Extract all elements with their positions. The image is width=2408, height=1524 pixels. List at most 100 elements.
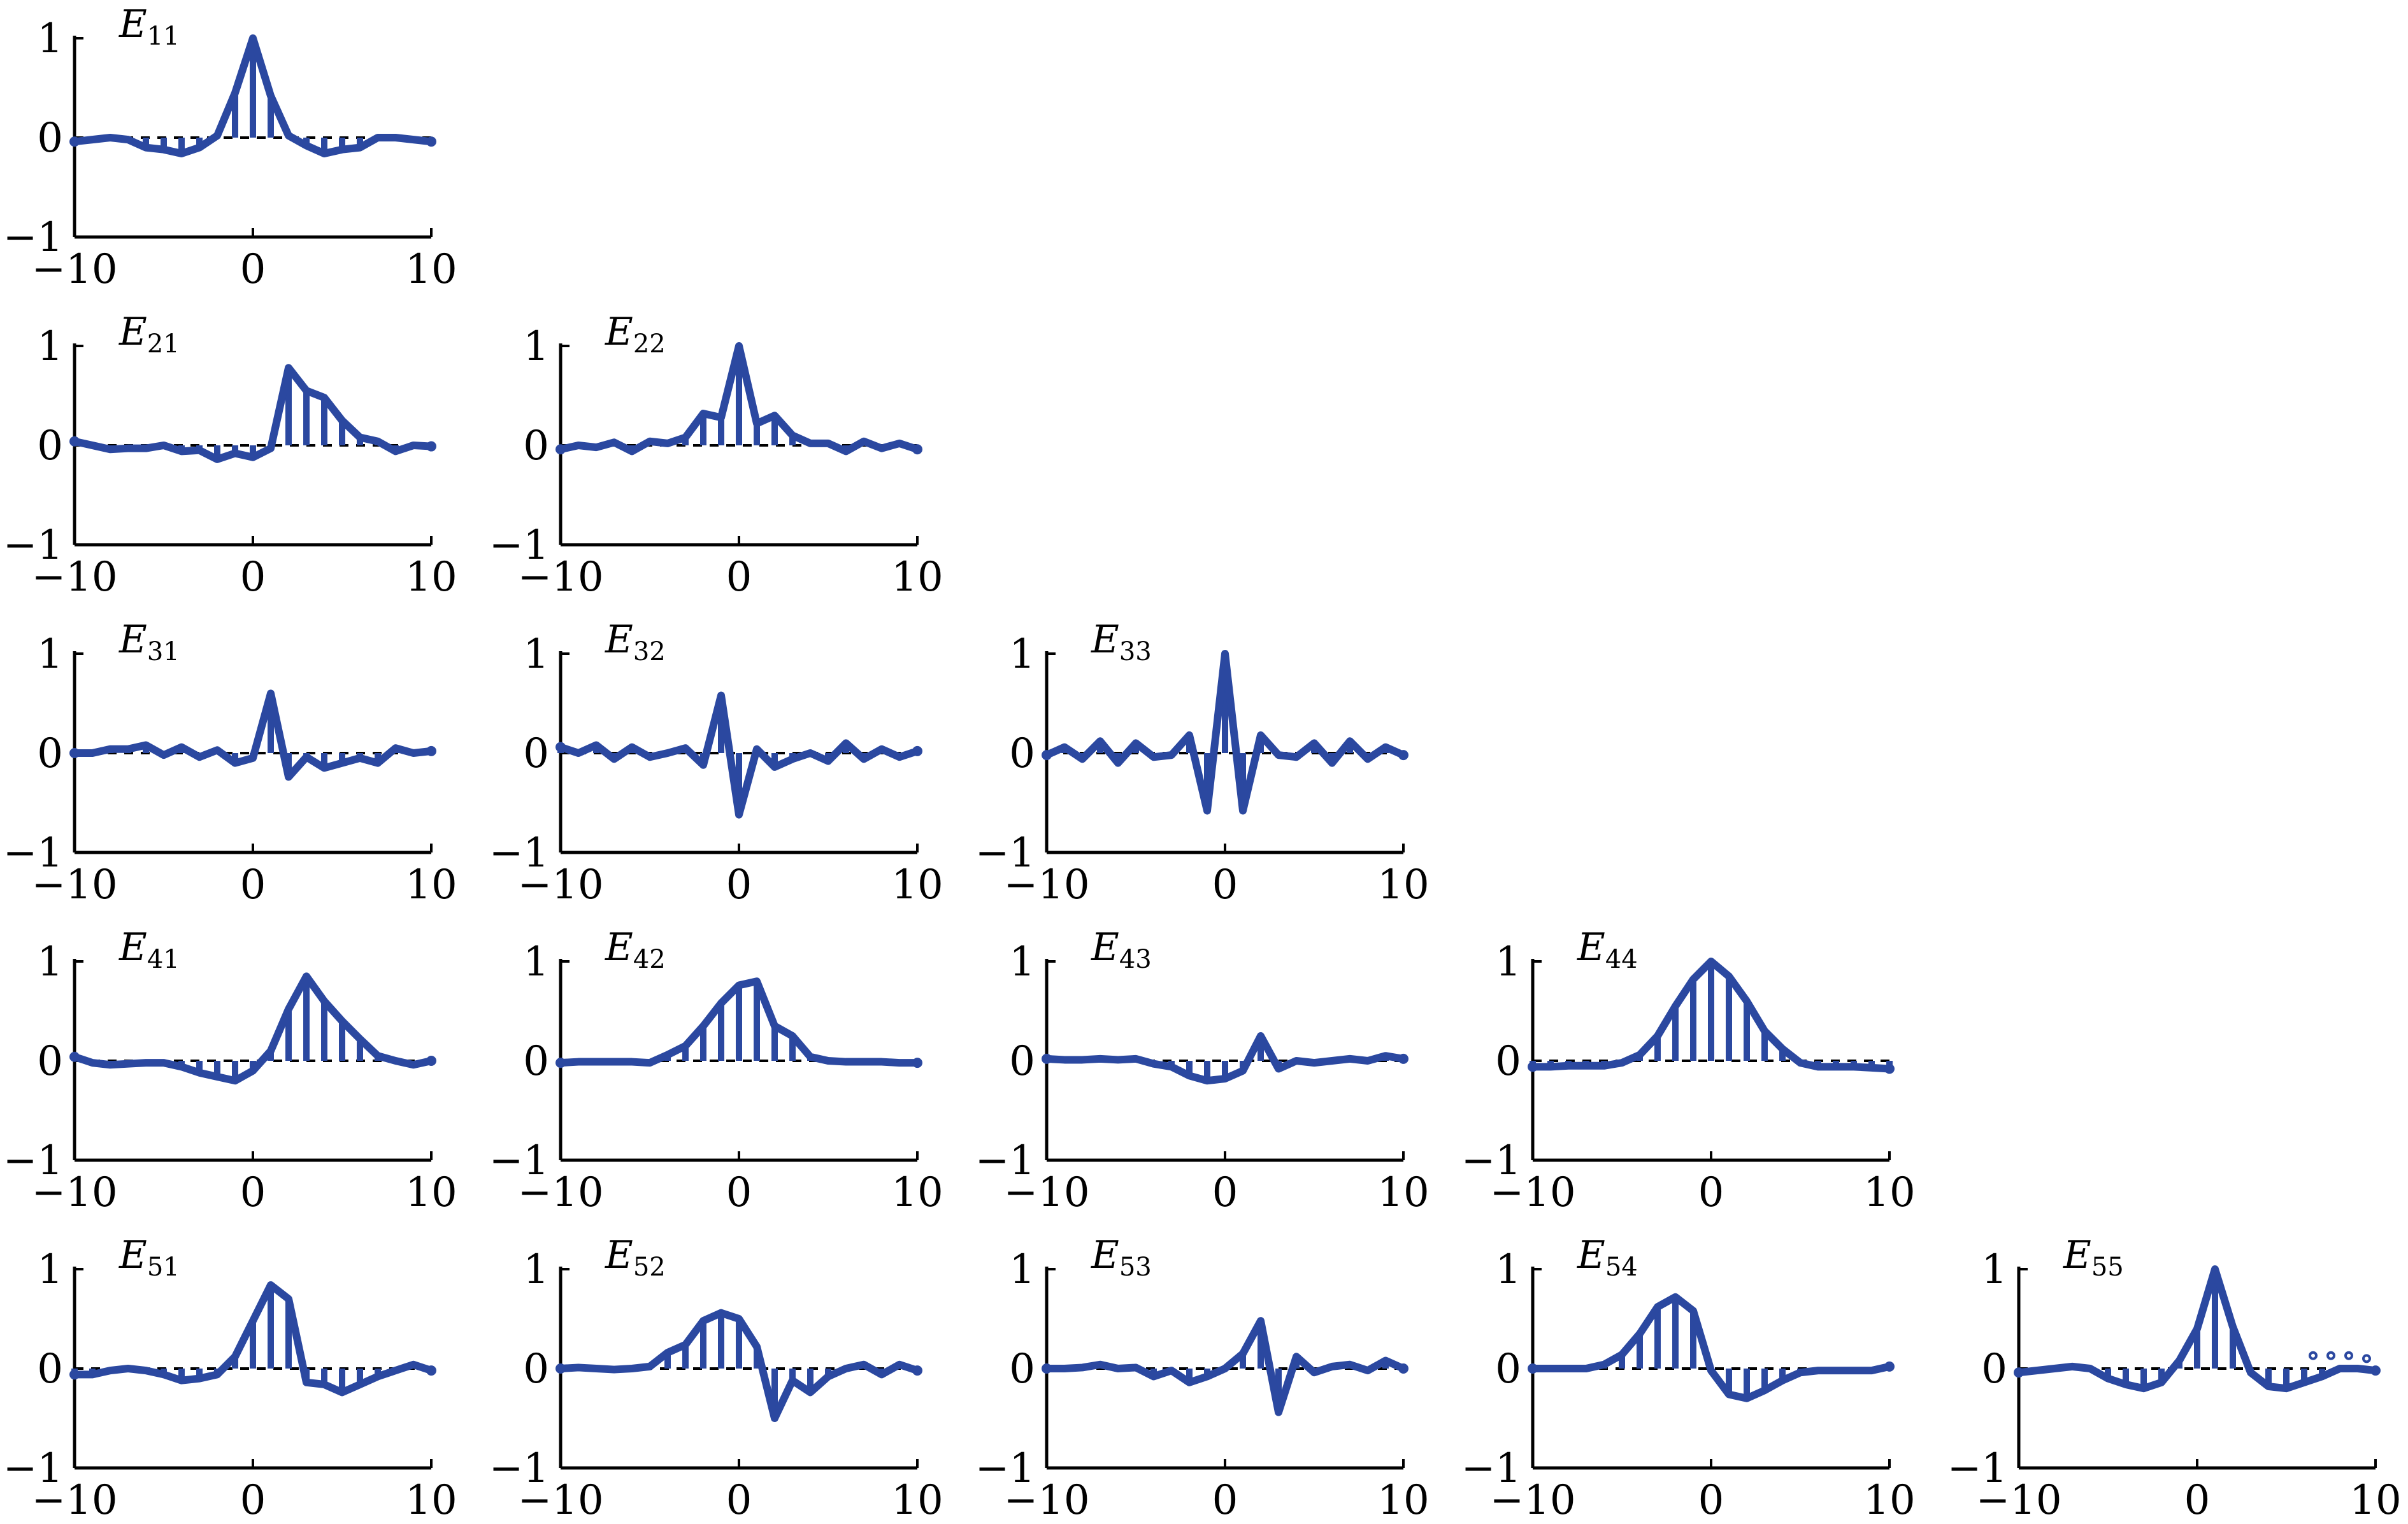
y-tick-label: 0 bbox=[37, 1038, 63, 1085]
panel-title-letter: E bbox=[1091, 925, 1119, 970]
x-tick-label: 10 bbox=[1863, 1169, 1915, 1216]
panel-title-subscript: 31 bbox=[147, 637, 180, 666]
y-tick-label: 1 bbox=[1009, 938, 1035, 986]
panel-title-subscript: 21 bbox=[147, 329, 180, 359]
series-line bbox=[557, 342, 921, 456]
panel-title: E42 bbox=[605, 925, 666, 974]
x-tick-label: −10 bbox=[1489, 1477, 1575, 1524]
y-tick-label: 1 bbox=[523, 323, 549, 370]
series-line bbox=[1529, 958, 1893, 1073]
x-tick-label: 0 bbox=[726, 1169, 752, 1216]
panel-title-subscript: 54 bbox=[1605, 1253, 1638, 1282]
x-tick-label: 10 bbox=[1377, 861, 1429, 909]
x-tick-label: 10 bbox=[405, 1477, 457, 1524]
panel-title-letter: E bbox=[1091, 617, 1119, 662]
series-point bbox=[1398, 1053, 1408, 1064]
series-line bbox=[557, 1309, 921, 1422]
panel-title: E32 bbox=[605, 617, 666, 666]
x-tick-label: 10 bbox=[405, 1169, 457, 1216]
panel-title: E44 bbox=[1577, 925, 1638, 974]
y-tick-label: −1 bbox=[489, 522, 549, 569]
y-tick-label: −1 bbox=[3, 1137, 63, 1184]
series-point bbox=[2014, 1367, 2024, 1378]
panel-title-letter: E bbox=[2063, 1233, 2091, 1277]
y-tick-label: 1 bbox=[1009, 631, 1035, 678]
series-line bbox=[1043, 1317, 1407, 1416]
x-tick-label: 10 bbox=[2349, 1477, 2401, 1524]
y-tick-label: −1 bbox=[975, 830, 1035, 877]
panel-title-letter: E bbox=[118, 1233, 147, 1277]
y-tick-label: 1 bbox=[37, 938, 63, 986]
y-tick-label: 1 bbox=[37, 15, 63, 62]
panel-title: E53 bbox=[1091, 1233, 1152, 1282]
x-tick-label: −10 bbox=[31, 1477, 117, 1524]
series-point bbox=[2370, 1365, 2381, 1376]
continuation-dot bbox=[2326, 1351, 2335, 1360]
panel-title: E41 bbox=[118, 925, 180, 974]
series-line bbox=[1529, 1293, 1893, 1402]
series-point bbox=[912, 1058, 922, 1068]
x-tick-label: 10 bbox=[405, 861, 457, 909]
x-tick-label: 0 bbox=[1212, 861, 1238, 909]
x-tick-label: 0 bbox=[240, 554, 266, 601]
panel-title-letter: E bbox=[118, 617, 147, 662]
x-tick-label: −10 bbox=[1003, 861, 1089, 909]
series-point bbox=[1042, 1363, 1052, 1374]
panel-title-subscript: 53 bbox=[1119, 1253, 1152, 1282]
panel-title-letter: E bbox=[605, 310, 633, 354]
x-tick-label: 10 bbox=[1377, 1169, 1429, 1216]
x-tick-label: 10 bbox=[1377, 1477, 1429, 1524]
y-tick-label: 0 bbox=[523, 1038, 549, 1085]
x-tick-label: 0 bbox=[1212, 1169, 1238, 1216]
y-tick-label: 0 bbox=[523, 730, 549, 777]
y-tick-label: 0 bbox=[37, 730, 63, 777]
panel-title: E21 bbox=[118, 310, 180, 359]
y-tick-label: −1 bbox=[489, 1445, 549, 1492]
x-tick-label: 0 bbox=[1212, 1477, 1238, 1524]
y-tick-label: −1 bbox=[975, 1137, 1035, 1184]
y-tick-label: 1 bbox=[1495, 1246, 1521, 1293]
panel-title-subscript: 11 bbox=[147, 22, 180, 51]
panel-title-letter: E bbox=[1577, 925, 1605, 970]
panel-title: E33 bbox=[1091, 617, 1152, 666]
series-point bbox=[555, 1058, 566, 1068]
y-tick-label: 1 bbox=[37, 631, 63, 678]
y-tick-label: −1 bbox=[1461, 1445, 1521, 1492]
x-tick-label: 10 bbox=[1863, 1477, 1915, 1524]
series-point bbox=[69, 136, 80, 147]
series-line bbox=[557, 977, 921, 1067]
series-point bbox=[555, 444, 566, 455]
y-tick-label: −1 bbox=[489, 1137, 549, 1184]
series-point bbox=[912, 444, 922, 455]
panel-title-subscript: 55 bbox=[2091, 1253, 2124, 1282]
x-tick-label: 10 bbox=[405, 554, 457, 601]
panel-title-subscript: 33 bbox=[1119, 637, 1152, 666]
y-tick-label: −1 bbox=[3, 830, 63, 877]
series-line bbox=[71, 1281, 435, 1397]
x-tick-label: 0 bbox=[240, 1169, 266, 1216]
panel-title: E22 bbox=[605, 310, 666, 359]
y-tick-label: −1 bbox=[489, 830, 549, 877]
series-line bbox=[557, 691, 921, 819]
x-tick-label: −10 bbox=[1003, 1169, 1089, 1216]
series-point bbox=[426, 136, 436, 147]
x-tick-label: 0 bbox=[726, 1477, 752, 1524]
y-tick-label: 0 bbox=[1495, 1038, 1521, 1085]
x-tick-label: 0 bbox=[2184, 1477, 2211, 1524]
x-tick-label: −10 bbox=[31, 246, 117, 293]
y-tick-label: −1 bbox=[975, 1445, 1035, 1492]
series-point bbox=[1528, 1061, 1538, 1072]
series-point bbox=[426, 745, 436, 756]
panel-title-letter: E bbox=[1577, 1233, 1605, 1277]
panel-title: E52 bbox=[605, 1233, 666, 1282]
panel-title: E54 bbox=[1577, 1233, 1638, 1282]
